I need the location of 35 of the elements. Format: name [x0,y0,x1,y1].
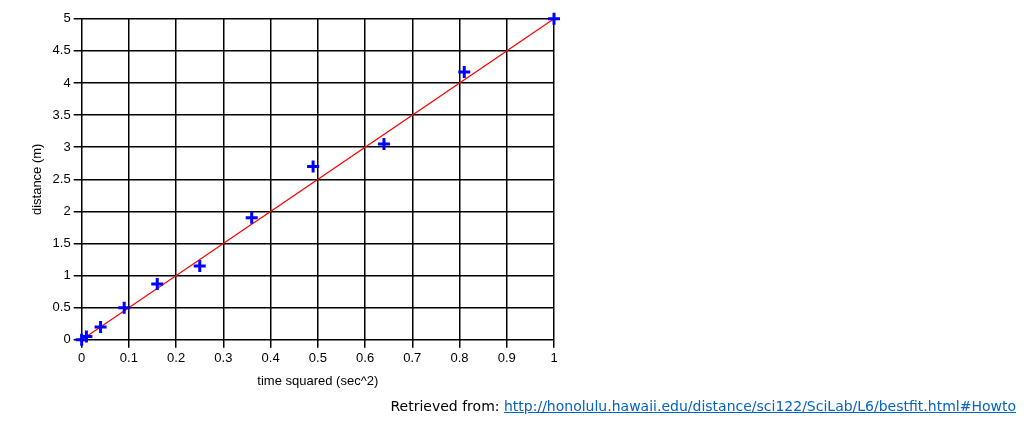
x-axis-title: time squared (sec^2) [257,372,379,388]
x-tick-label: 0.7 [403,350,422,366]
y-tick-label: 2.5 [52,170,71,186]
y-tick-label: 3 [63,138,71,154]
x-tick-label: 0.9 [497,350,516,366]
y-tick-label: 3.5 [52,106,71,122]
point [456,64,472,80]
point [116,300,132,316]
x-tick-label: 0.4 [261,350,280,366]
x-tick-label: 0.3 [214,350,233,366]
point [305,158,321,174]
x-tick-label: 1 [550,350,558,366]
y-tick-label: 4 [63,74,71,90]
point [192,258,208,274]
y-tick-label: 1 [63,267,71,283]
y-tick-label: 1.5 [52,235,71,251]
point [93,319,109,335]
y-tick-label: 4.5 [52,42,71,58]
y-tick-label: 0.5 [52,299,71,315]
point [376,136,392,152]
x-tick-label: 0 [78,350,86,366]
x-tick-label: 0.6 [356,350,375,366]
x-tick-label: 0.1 [119,350,138,366]
x-tick-label: 0.8 [450,350,469,366]
point [149,276,165,292]
point [546,11,562,27]
x-tick-label: 0.2 [167,350,186,366]
y-tick-label: 0 [63,331,71,347]
text: Retrieved from: http://honolulu.hawaii.edu/distance/sci122/SciLab/L6/bestfit.html#Howto [390,398,1016,414]
point [78,329,94,345]
y-axis-title: distance (m) [29,143,45,216]
point [244,210,260,226]
y-tick-label: 2 [63,202,71,218]
x-tick-label: 0.5 [308,350,327,366]
y-tick-label: 5 [63,10,71,26]
